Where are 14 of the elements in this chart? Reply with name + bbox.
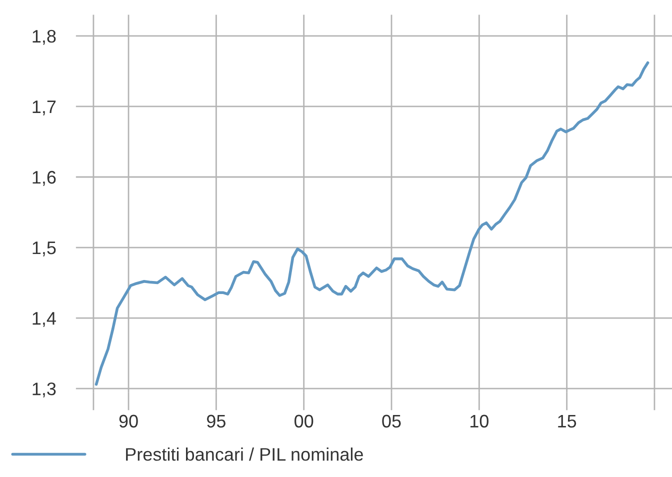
y-tick-label: 1,5 [32,242,56,256]
x-tick-label: 90 [119,414,138,428]
x-tick-label: 00 [294,414,314,428]
line-series [94,61,650,386]
legend-label: Prestiti bancari / PIL nominale [126,448,363,461]
x-tick-label: 15 [558,414,576,428]
x-tick-label: 95 [206,414,226,428]
y-tick-label: 1,6 [32,170,56,186]
x-tick-label: 05 [382,414,401,428]
y-tick-label: 1,4 [32,312,56,327]
x-tick-label: 10 [470,414,488,428]
y-tick-label: 1,7 [32,100,56,116]
y-tick-label: 1,3 [32,382,56,398]
y-tick-label: 1,8 [32,30,56,45]
